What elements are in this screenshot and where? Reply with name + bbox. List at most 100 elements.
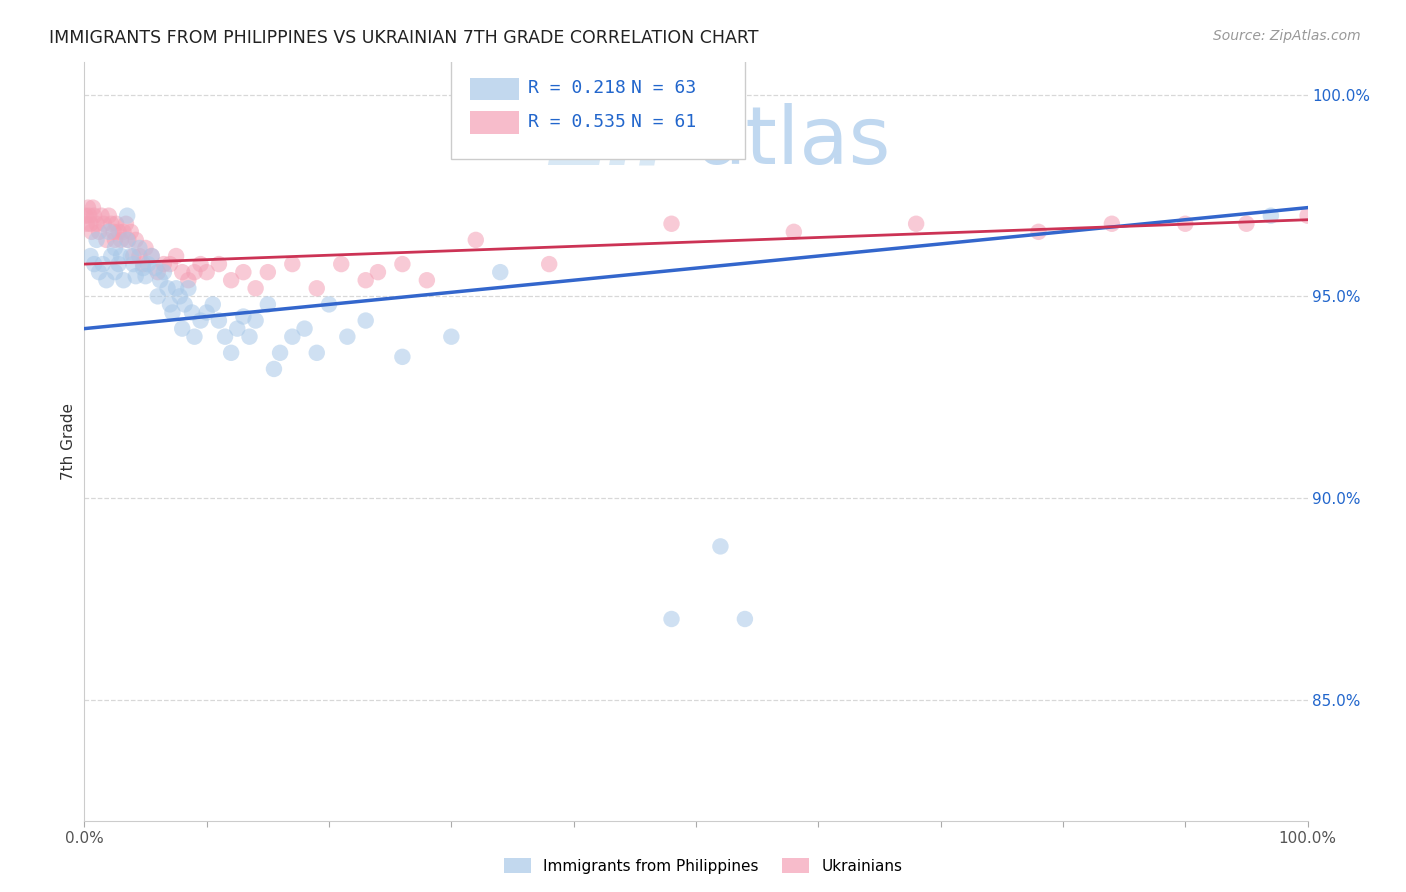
Point [661,217,683,231]
Text: N = 63: N = 63 [631,79,696,97]
Point [117,233,139,247]
FancyBboxPatch shape [451,60,745,159]
Point [80,225,103,239]
Point [112,225,135,239]
Point [97,225,120,239]
Point [281,257,304,271]
Point [115,217,138,231]
Point [1101,217,1123,231]
Point [232,310,254,324]
Point [294,321,316,335]
Point [464,233,486,247]
Text: N = 61: N = 61 [631,112,696,130]
Point [153,257,176,271]
Point [83,209,105,223]
Text: R = 0.218: R = 0.218 [529,79,626,97]
Point [208,313,231,327]
Point [1236,217,1258,231]
Point [79,249,101,263]
Point [104,265,127,279]
Point [159,297,181,311]
Point [110,249,132,263]
Point [146,265,169,279]
Point [1260,209,1282,223]
Point [132,257,155,271]
Point [120,249,142,263]
Point [100,249,122,263]
Point [75,209,97,223]
FancyBboxPatch shape [470,78,519,101]
Point [79,217,101,231]
Point [201,297,224,311]
Point [86,217,108,231]
Point [122,257,145,271]
Point [135,269,157,284]
Text: R = 0.535: R = 0.535 [529,112,626,130]
Point [263,362,285,376]
Point [104,233,127,247]
Point [257,265,280,279]
Point [87,265,110,279]
Point [107,225,129,239]
Point [245,281,267,295]
Point [257,297,280,311]
Point [143,261,166,276]
Point [115,233,138,247]
Point [136,257,159,271]
Point [112,273,135,287]
Point [135,241,157,255]
Text: Source: ZipAtlas.com: Source: ZipAtlas.com [1213,29,1361,43]
Point [149,273,172,287]
Point [128,241,150,255]
Point [93,217,115,231]
Point [125,233,148,247]
Point [128,249,150,263]
Point [110,233,132,247]
Point [91,257,114,271]
Point [208,257,231,271]
Point [104,241,127,255]
Point [245,313,267,327]
Point [156,281,179,295]
Point [354,273,377,287]
Point [181,305,204,319]
Point [416,273,439,287]
Point [305,281,328,295]
Point [489,265,512,279]
Y-axis label: 7th Grade: 7th Grade [60,403,76,480]
Point [97,209,120,223]
Point [103,225,125,239]
Point [318,297,340,311]
Point [77,201,100,215]
Point [96,233,118,247]
Point [96,273,118,287]
Point [105,217,128,231]
Point [162,305,184,319]
Point [159,257,181,271]
Legend: Immigrants from Philippines, Ukrainians: Immigrants from Philippines, Ukrainians [498,852,908,880]
FancyBboxPatch shape [470,111,519,134]
Point [226,321,249,335]
Point [190,313,212,327]
Point [195,305,218,319]
Point [107,257,129,271]
Point [172,265,194,279]
Point [177,273,200,287]
Point [141,249,163,263]
Point [82,201,104,215]
Point [87,225,110,239]
Point [269,346,291,360]
Point [183,329,205,343]
Point [1028,225,1050,239]
Point [219,346,242,360]
Point [90,209,112,223]
Point [709,540,731,554]
Point [391,350,413,364]
Point [905,217,928,231]
Point [173,297,195,311]
Point [281,329,304,343]
Point [238,329,260,343]
Point [336,329,359,343]
Point [100,217,122,231]
Text: IMMIGRANTS FROM PHILIPPINES VS UKRAINIAN 7TH GRADE CORRELATION CHART: IMMIGRANTS FROM PHILIPPINES VS UKRAINIAN… [49,29,759,46]
